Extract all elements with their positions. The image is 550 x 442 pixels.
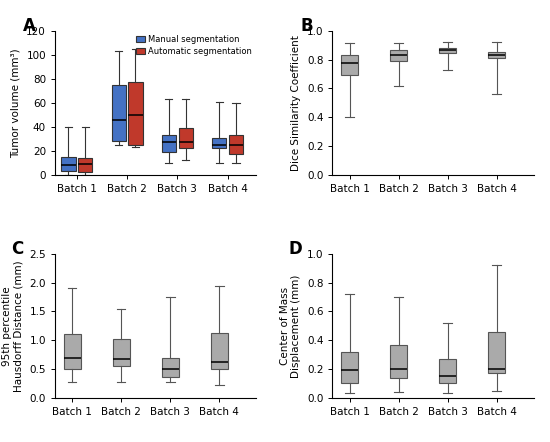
PathPatch shape [488, 52, 505, 57]
PathPatch shape [488, 332, 505, 373]
Y-axis label: 95th percentile
Hausdorff Distance (mm): 95th percentile Hausdorff Distance (mm) [2, 260, 24, 392]
PathPatch shape [390, 50, 407, 61]
PathPatch shape [439, 359, 456, 383]
Text: C: C [11, 240, 23, 258]
Text: A: A [23, 16, 36, 34]
PathPatch shape [341, 55, 358, 75]
PathPatch shape [439, 48, 456, 53]
PathPatch shape [179, 128, 193, 149]
Y-axis label: Tumor volume (mm³): Tumor volume (mm³) [10, 48, 21, 158]
PathPatch shape [212, 137, 226, 149]
PathPatch shape [78, 158, 92, 172]
PathPatch shape [113, 339, 130, 366]
PathPatch shape [64, 335, 81, 369]
Y-axis label: Center of Mass
Displacement (mm): Center of Mass Displacement (mm) [280, 274, 301, 377]
PathPatch shape [112, 85, 126, 141]
PathPatch shape [390, 345, 407, 377]
PathPatch shape [162, 358, 179, 377]
PathPatch shape [61, 157, 75, 171]
Legend: Manual segmentation, Automatic segmentation: Manual segmentation, Automatic segmentat… [136, 35, 252, 56]
PathPatch shape [211, 333, 228, 369]
PathPatch shape [162, 135, 176, 152]
Text: D: D [288, 240, 302, 258]
PathPatch shape [341, 352, 358, 383]
Y-axis label: Dice Similarity Coefficient: Dice Similarity Coefficient [292, 35, 301, 171]
PathPatch shape [128, 83, 142, 145]
PathPatch shape [229, 135, 243, 154]
Text: B: B [300, 16, 313, 34]
